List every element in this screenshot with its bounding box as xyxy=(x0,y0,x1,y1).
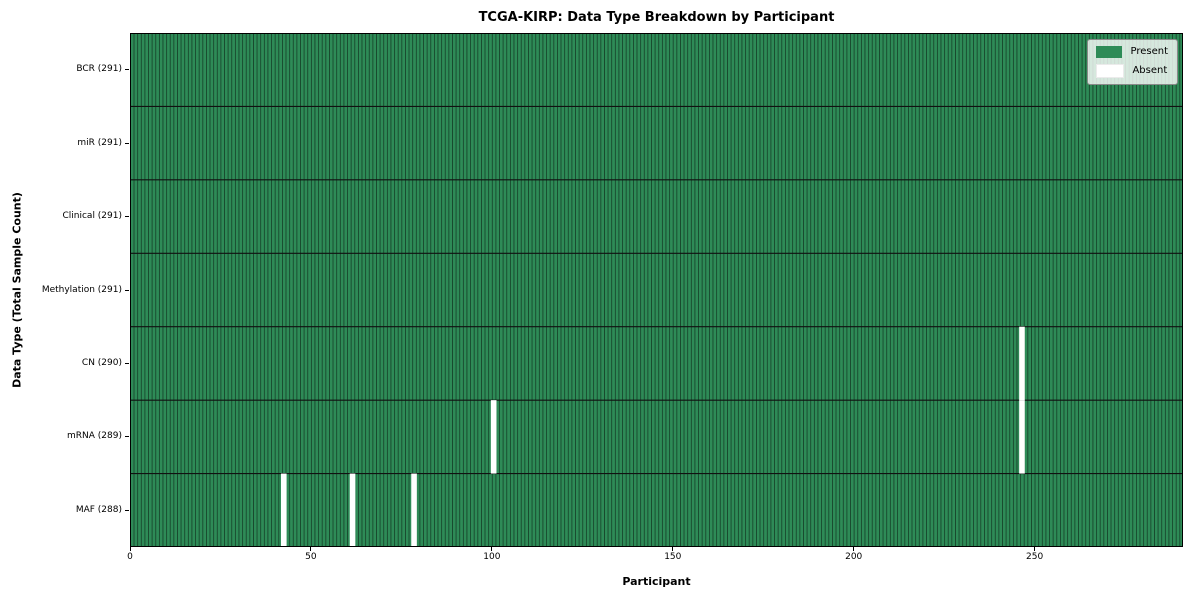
legend-label-present: Present xyxy=(1130,46,1168,57)
y-tick-mark xyxy=(125,509,129,511)
absent-gap-MAF-61 xyxy=(349,473,356,547)
y-tick-mark xyxy=(125,69,129,71)
absent-gap-mRNA-246 xyxy=(1019,400,1025,474)
x-tick-mark xyxy=(672,547,674,551)
x-tick-mark xyxy=(129,547,131,551)
y-tick-label-mRNA: mRNA (289) xyxy=(67,431,122,442)
x-tick-label-50: 50 xyxy=(305,552,317,562)
y-tick-mark xyxy=(125,289,129,291)
y-tick-label-miR: miR (291) xyxy=(77,137,122,148)
y-tick-label-CN: CN (290) xyxy=(81,357,122,368)
x-tick-label-250: 250 xyxy=(1026,552,1044,562)
legend-item-absent: Absent xyxy=(1096,64,1168,78)
y-tick-label-Methylation: Methylation (291) xyxy=(41,284,122,295)
x-tick-mark xyxy=(491,547,493,551)
x-tick-label-200: 200 xyxy=(845,552,863,562)
x-tick-mark xyxy=(853,547,855,551)
x-tick-label-0: 0 xyxy=(127,552,133,562)
absent-gap-CN-246 xyxy=(1019,326,1025,401)
x-tick-mark xyxy=(310,547,312,551)
x-tick-label-100: 100 xyxy=(483,552,501,562)
bar-edge-stripes xyxy=(130,33,1183,547)
y-tick-label-Clinical: Clinical (291) xyxy=(62,211,122,222)
chart-title: TCGA-KIRP: Data Type Breakdown by Partic… xyxy=(478,10,835,25)
legend: Present Absent xyxy=(1087,39,1178,85)
legend-item-present: Present xyxy=(1096,46,1168,58)
y-tick-label-MAF: MAF (288) xyxy=(75,504,122,515)
x-axis-label: Participant xyxy=(622,575,691,588)
absent-gap-mRNA-100 xyxy=(490,400,497,474)
legend-swatch-absent xyxy=(1096,64,1125,78)
bars-svg xyxy=(130,33,1183,547)
plot-border xyxy=(130,33,1183,547)
y-tick-mark xyxy=(125,362,129,364)
legend-label-absent: Absent xyxy=(1132,65,1168,76)
absent-gap-MAF-78 xyxy=(411,473,417,547)
x-tick-mark xyxy=(1034,547,1036,551)
plot-area: Present Absent xyxy=(130,33,1183,547)
y-tick-mark xyxy=(125,142,129,144)
y-tick-mark xyxy=(125,216,129,218)
y-tick-mark xyxy=(125,436,129,438)
y-tick-label-BCR: BCR (291) xyxy=(76,64,122,75)
absent-gap-MAF-42 xyxy=(280,473,287,547)
x-tick-label-150: 150 xyxy=(664,552,682,562)
legend-swatch-present xyxy=(1096,46,1123,58)
